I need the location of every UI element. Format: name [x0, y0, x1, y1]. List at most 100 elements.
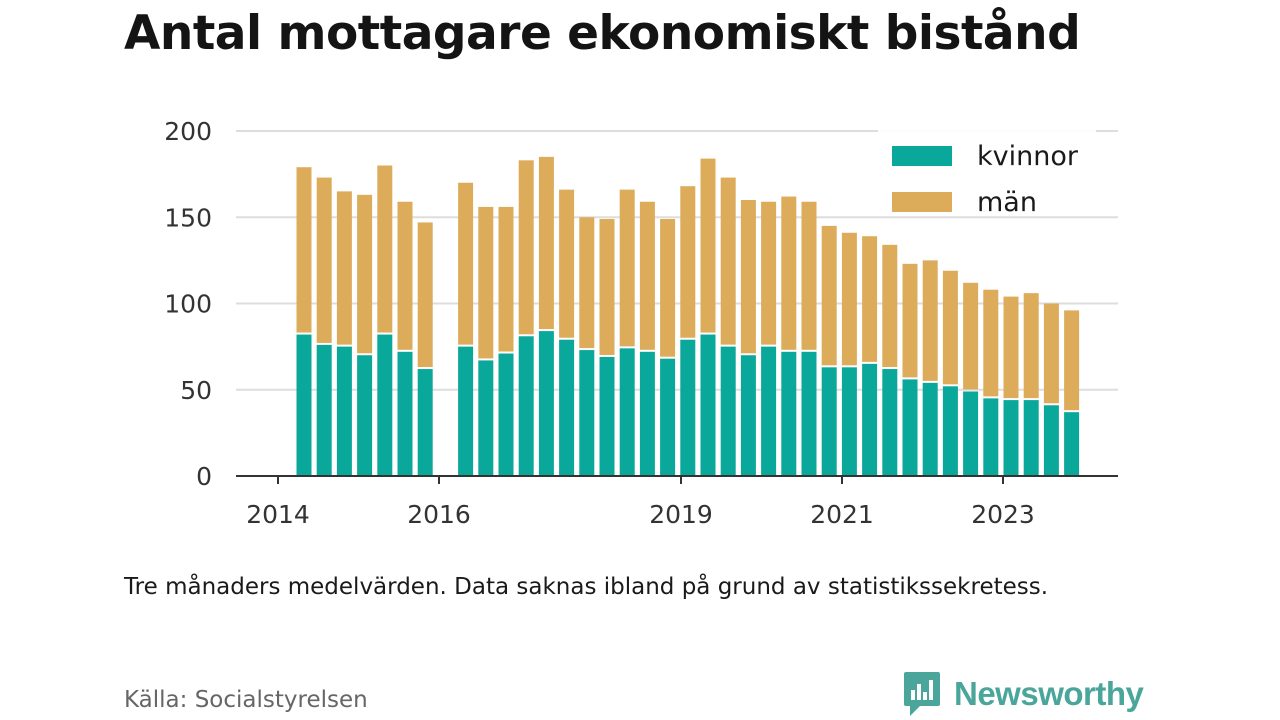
bar-kvinnor: [740, 355, 756, 476]
bar-man: [639, 201, 655, 350]
bar-kvinnor: [700, 334, 716, 476]
bar-man: [458, 182, 474, 345]
bar-man: [660, 218, 676, 357]
bar-man: [316, 177, 332, 343]
bar-man: [720, 177, 736, 345]
legend-label: män: [977, 187, 1037, 218]
bar-man: [559, 189, 575, 338]
bar-man: [781, 196, 797, 350]
legend-label: kvinnor: [977, 141, 1079, 172]
bar-kvinnor: [942, 386, 958, 476]
brand-name: Newsworthy: [954, 675, 1144, 712]
bar-kvinnor: [599, 356, 615, 476]
bar-man: [1023, 293, 1039, 399]
bar-kvinnor: [821, 367, 837, 476]
x-tick-label: 2023: [971, 500, 1035, 529]
bar-kvinnor: [720, 346, 736, 476]
bar-kvinnor: [1023, 400, 1039, 476]
bar-kvinnor: [983, 398, 999, 476]
bar-kvinnor: [882, 369, 898, 476]
bar-man: [417, 222, 433, 368]
bar-man: [357, 194, 373, 354]
bar-kvinnor: [761, 346, 777, 476]
bar-kvinnor: [801, 351, 817, 476]
bar-man: [619, 189, 635, 347]
bar-man: [983, 289, 999, 397]
x-tick-label: 2021: [810, 500, 874, 529]
legend-swatch: [892, 192, 952, 212]
axis-layer: 0 50 100 150 200 2014 2016 2019 2021 2023: [164, 117, 1118, 529]
y-tick-label: 50: [180, 376, 212, 405]
bar-kvinnor: [902, 379, 918, 476]
bar-man: [740, 200, 756, 354]
bar-kvinnor: [680, 339, 696, 476]
bar-man: [922, 260, 938, 381]
bar-man: [377, 165, 393, 333]
bar-man: [882, 244, 898, 368]
bar-kvinnor: [559, 339, 575, 476]
x-tick-label: 2016: [407, 500, 471, 529]
bar-man: [518, 160, 534, 335]
source-label: Källa: Socialstyrelsen: [124, 687, 368, 713]
bar-man: [579, 217, 595, 349]
bar-kvinnor: [498, 353, 514, 476]
y-tick-label: 100: [164, 290, 212, 319]
bar-kvinnor: [1003, 400, 1019, 476]
legend: kvinnor män: [878, 128, 1096, 218]
bar-kvinnor: [538, 331, 554, 476]
bar-man: [1043, 303, 1059, 404]
bar-kvinnor: [922, 382, 938, 476]
bar-kvinnor: [296, 334, 312, 476]
bar-man: [1003, 296, 1019, 399]
bar-man: [498, 206, 514, 352]
y-tick-label: 200: [164, 117, 212, 146]
bar-man: [478, 206, 494, 359]
x-tick-label: 2014: [246, 500, 310, 529]
bar-man: [1064, 310, 1080, 411]
bar-kvinnor: [660, 358, 676, 476]
bar-kvinnor: [1064, 412, 1080, 476]
bar-kvinnor: [862, 363, 878, 476]
bar-kvinnor: [518, 336, 534, 476]
bar-kvinnor: [316, 344, 332, 476]
bar-kvinnor: [377, 334, 393, 476]
bar-man: [538, 156, 554, 330]
bar-man: [599, 218, 615, 355]
bar-man: [700, 158, 716, 333]
bar-man: [841, 232, 857, 366]
bar-layer: [296, 156, 1080, 476]
y-tick-label: 0: [196, 462, 212, 491]
bar-kvinnor: [417, 369, 433, 476]
bar-man: [963, 282, 979, 390]
bar-kvinnor: [357, 355, 373, 476]
bar-man: [942, 270, 958, 385]
bar-kvinnor: [963, 391, 979, 476]
x-tick-label: 2019: [649, 500, 713, 529]
bar-kvinnor: [478, 360, 494, 476]
bar-kvinnor: [619, 348, 635, 476]
bar-kvinnor: [841, 367, 857, 476]
bar-man: [801, 201, 817, 350]
bar-kvinnor: [579, 350, 595, 476]
bar-kvinnor: [458, 346, 474, 476]
bar-man: [296, 167, 312, 333]
chart-title: Antal mottagare ekonomiskt bistånd: [124, 6, 1081, 61]
bar-man: [862, 236, 878, 362]
bar-kvinnor: [781, 351, 797, 476]
newsworthy-logo-icon: [904, 672, 940, 716]
y-tick-label: 150: [164, 203, 212, 232]
bar-man: [821, 225, 837, 366]
bar-man: [336, 191, 352, 345]
bar-kvinnor: [1043, 405, 1059, 476]
chart-note: Tre månaders medelvärden. Data saknas ib…: [124, 574, 1049, 600]
legend-swatch: [892, 146, 952, 166]
bar-man: [680, 186, 696, 338]
bar-man: [761, 201, 777, 345]
brand-logo: Newsworthy: [902, 670, 1144, 718]
bar-man: [397, 201, 413, 350]
bar-kvinnor: [397, 351, 413, 476]
bar-kvinnor: [336, 346, 352, 476]
bar-kvinnor: [639, 351, 655, 476]
bar-man: [902, 263, 918, 378]
